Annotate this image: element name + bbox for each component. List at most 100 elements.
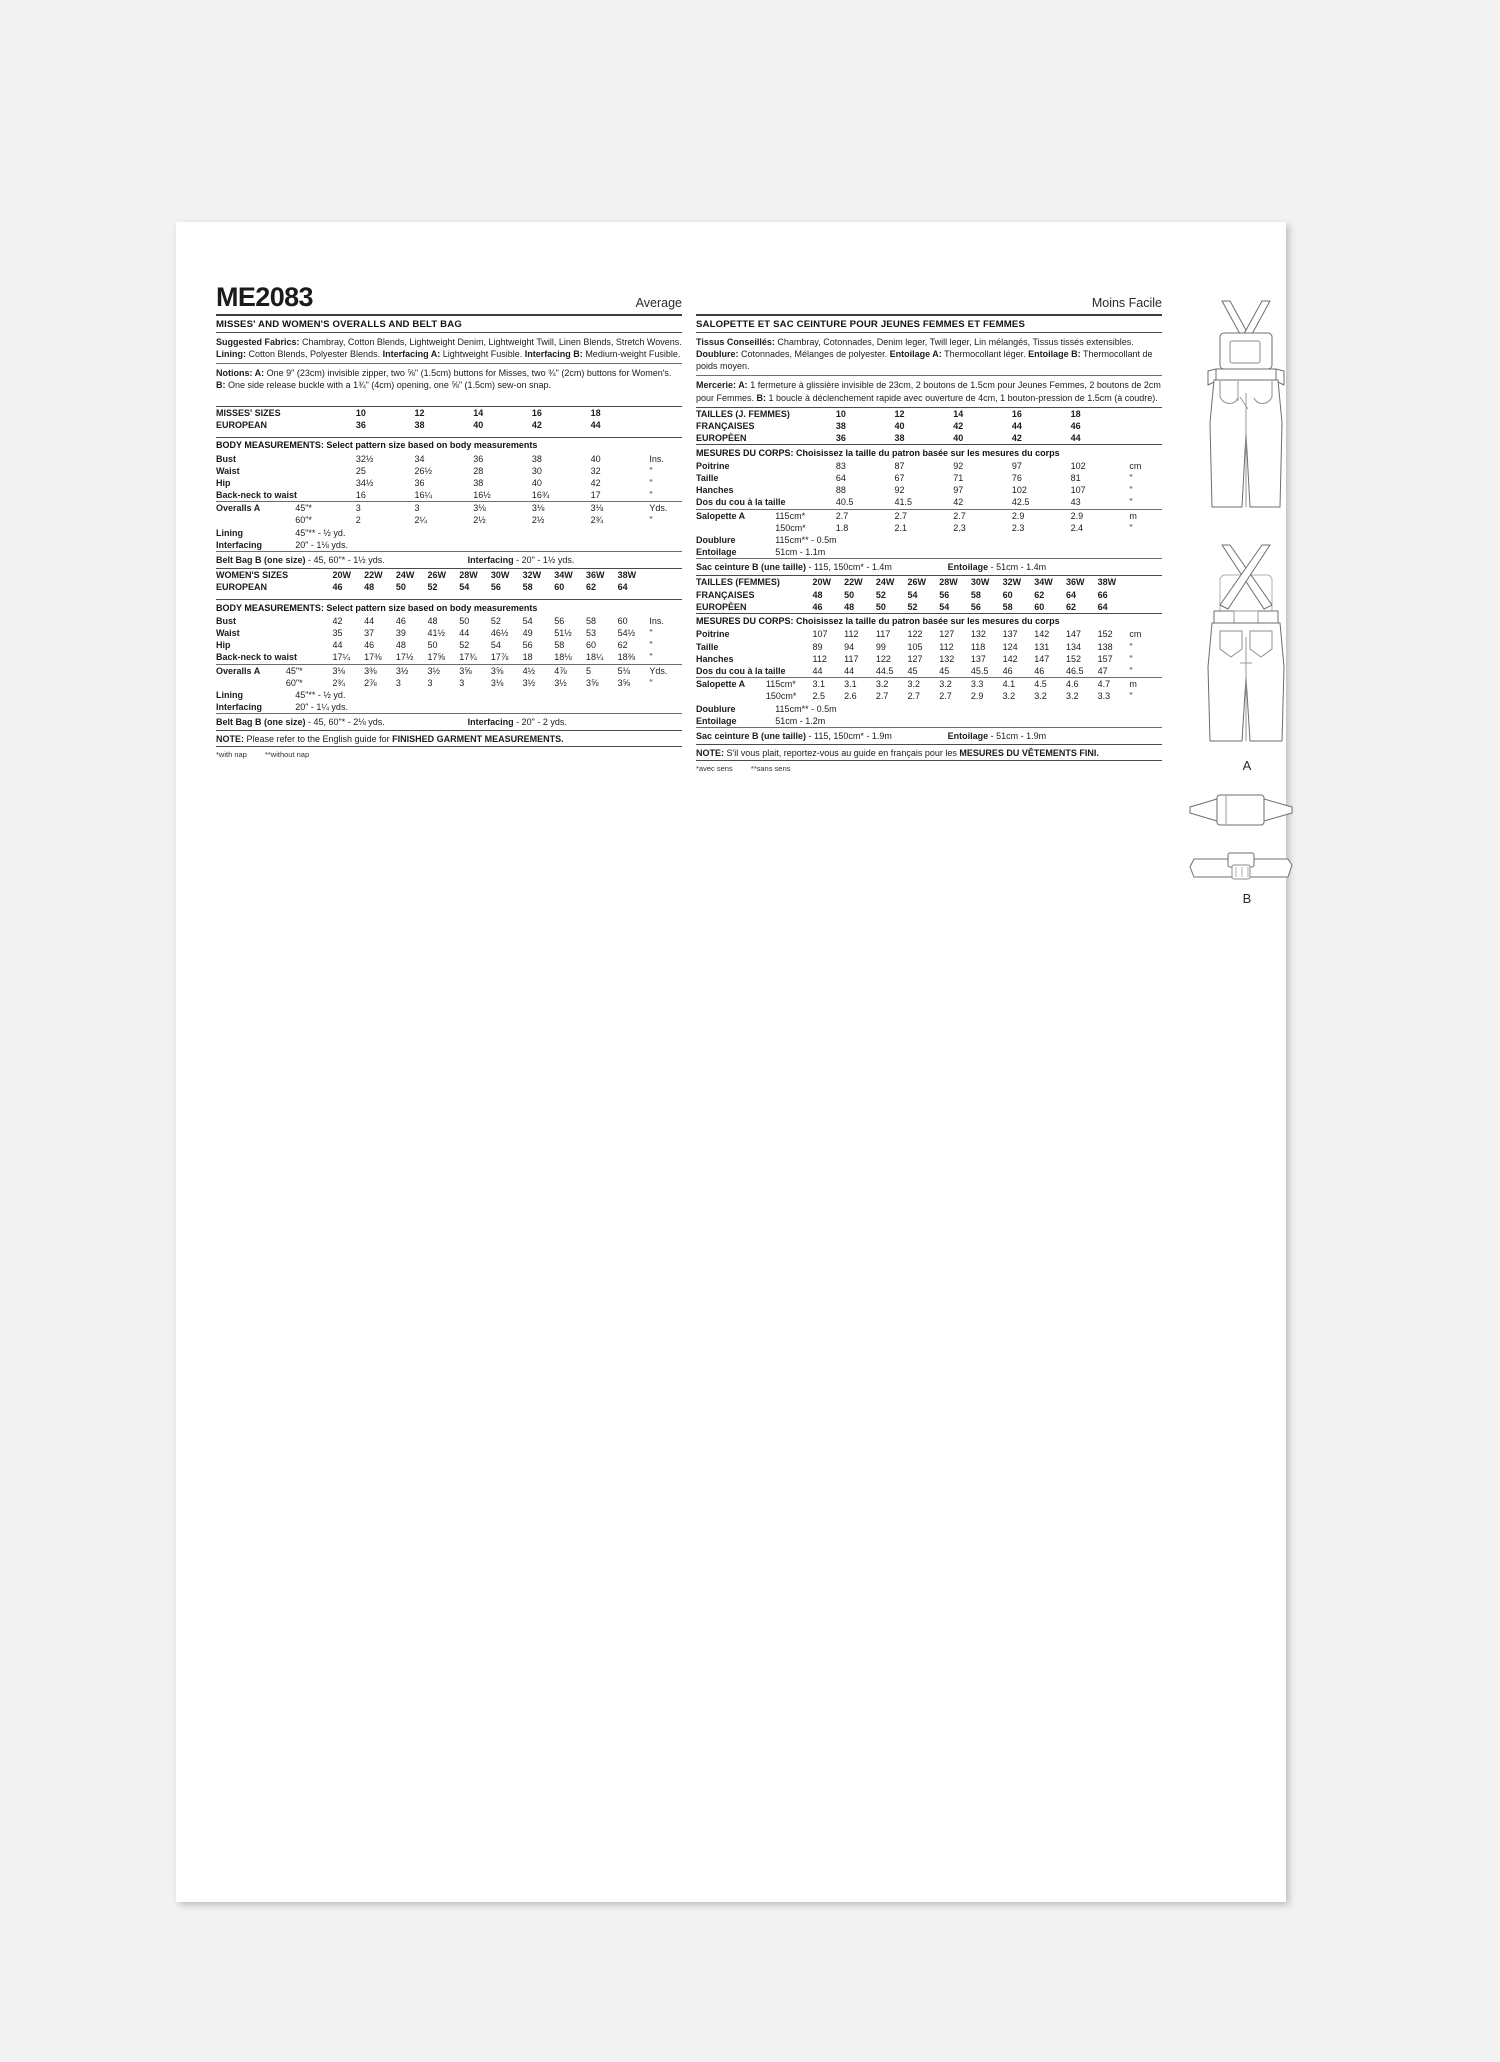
table-row: Hip 44 46 48 50 52 54 56 58 60 62 " — [216, 639, 682, 651]
cell: 112 — [844, 629, 859, 640]
row-label: Hip — [216, 477, 231, 488]
rule-under-french-title — [696, 332, 1162, 333]
cell: 3⅝ — [490, 665, 504, 676]
overalls-back-figure: A — [1172, 541, 1322, 773]
rule-under-misses-yardage — [216, 550, 682, 552]
row-label: EUROPÈEN — [696, 601, 747, 612]
cell: 3⅛ — [490, 677, 504, 688]
cell: 52 — [427, 582, 438, 593]
cell: 3.2 — [1034, 691, 1047, 702]
table-row: EUROPEAN 36 38 40 42 44 — [216, 419, 682, 431]
femmes-belt-bag-interfacing: Entoilage - 51cm - 1.9m — [947, 730, 1047, 741]
row-label: Taille — [696, 473, 719, 484]
row-label: WOMEN'S SIZES — [216, 570, 289, 581]
cell: 2½ — [473, 515, 486, 526]
row-label: Lining — [216, 690, 243, 701]
cell: 64 — [1097, 601, 1108, 612]
cell: 48 — [395, 640, 406, 651]
cell: 42 — [590, 477, 601, 488]
suggested-fabrics-english: Suggested Fabrics: Chambray, Cotton Blen… — [216, 337, 682, 360]
cell: 2¼ — [414, 515, 428, 526]
cell: 71 — [953, 473, 964, 484]
cell: 137 — [970, 653, 986, 664]
cell: 16¼ — [414, 490, 433, 501]
cell: 94 — [844, 641, 855, 652]
cell: 4.1 — [1002, 679, 1016, 690]
cell: 32W — [522, 570, 542, 581]
femmes-body-measurements-table: Poitrine 107 112 117 122 127 132 137 142 147 152 cm… — [696, 628, 1162, 677]
cell: 3.2 — [939, 679, 952, 690]
cell: 32 — [590, 465, 601, 476]
jeunes-yardage-table: Salopette A 115cm* 2.7 2.7 2.7 2.9 2.9 m 150cm* 1… — [696, 510, 1162, 534]
womens-body-measurements-heading: BODY MEASUREMENTS: Select pattern size b… — [216, 602, 538, 613]
cell: 60 — [554, 582, 565, 593]
rule-under-french-note — [696, 759, 1162, 761]
cell: 28W — [459, 570, 478, 581]
womens-belt-bag-row: Belt Bag B (one size) - 45, 60"* - 2⅛ yd… — [216, 714, 682, 730]
row-label: Salopette A — [696, 679, 746, 690]
french-footnotes: *avec sens **sans sens — [696, 761, 1162, 773]
cell: 3 — [427, 677, 433, 688]
cell: 18 — [522, 652, 533, 663]
cell: 40 — [590, 453, 601, 464]
cell: 147 — [1065, 629, 1082, 640]
row-label: TAILLES (J. FEMMES) — [696, 408, 790, 419]
table-row: Dos du cou à la taille 44 44 44.5 45 45 45.5 46… — [696, 665, 1162, 677]
row-label: Bust — [216, 615, 236, 626]
misses-sizes-table: MISSES' SIZES 10 12 14 16 18 EUROPEAN 36 38 40 42 4… — [216, 407, 682, 431]
cell: 117 — [844, 653, 859, 664]
cell: 3⅝ — [585, 677, 599, 688]
femmes-sizes-table: TAILLES (FEMMES) 20W 22W 24W 26W 28W 30W 32W 34W… — [696, 576, 1162, 613]
rule-under-english-title — [216, 332, 682, 333]
cell: 42 — [1011, 433, 1022, 444]
row-label: Waist — [216, 628, 240, 639]
cell: 3 — [395, 677, 401, 688]
cell: 127 — [907, 653, 923, 664]
cell: 18 — [590, 407, 601, 418]
cell: 40 — [953, 433, 964, 444]
misses-body-measurements-heading: BODY MEASUREMENTS: Select pattern size b… — [216, 440, 538, 451]
cell: 2 — [355, 515, 361, 526]
rule-under-misses-belt — [216, 567, 682, 569]
womens-belt-bag-yardage: Belt Bag B (one size) - 45, 60"* - 2⅛ yd… — [216, 717, 385, 728]
rule-under-femmes-body — [696, 677, 1162, 679]
cell: 4.6 — [1065, 679, 1079, 690]
cell: 17⅝ — [427, 652, 446, 663]
cell: 3½ — [395, 665, 409, 676]
cell: 32½ — [355, 453, 374, 464]
table-row: WOMEN'S SIZES 20W 22W 24W 26W 28W 30W 32W 34W 36W… — [216, 569, 682, 581]
cell: 112 — [939, 641, 954, 652]
cell: 22W — [364, 570, 383, 581]
cell: 58 — [1002, 601, 1013, 612]
row-label: Dos du cou à la taille — [696, 665, 786, 676]
cell: 157 — [1097, 653, 1113, 664]
cell: 107 — [1070, 485, 1086, 496]
cell: 2.7 — [835, 510, 849, 521]
table-row: Lining 45"** - ½ yd. — [216, 689, 682, 701]
french-column: Moins Facile SALOPETTE ET SAC CEINTURE P… — [696, 277, 1162, 906]
cell: 42 — [332, 615, 343, 626]
cell: 34W — [554, 570, 573, 581]
row-value: 51cm - 1.2m — [775, 715, 826, 726]
unit-cell: " — [649, 628, 653, 639]
womens-sizes-table: WOMEN'S SIZES 20W 22W 24W 26W 28W 30W 32W 34W 36W… — [216, 569, 682, 593]
cell: 12 — [414, 407, 425, 418]
row-label: Overalls A — [216, 503, 261, 514]
cell: 147 — [1034, 653, 1050, 664]
table-row: Doublure 115cm** - 0.5m — [696, 702, 1162, 714]
table-row: Back-neck to waist 16 16¼ 16½ 16¾ 17 " — [216, 489, 682, 501]
english-title: MISSES' AND WOMEN'S OVERALLS AND BELT BA… — [216, 318, 462, 330]
cell: 92 — [953, 460, 964, 471]
jeunes-body-measurements-table: Poitrine 83 87 92 97 102 cm Taille 64 67 71 76 81 " Ha… — [696, 460, 1162, 509]
cell: 3 — [355, 503, 361, 514]
cell: 2.3 — [1011, 522, 1025, 533]
unit-cell: " — [1129, 473, 1133, 484]
row-label: Poitrine — [696, 629, 730, 640]
row-value: 115cm** - 0.5m — [775, 534, 837, 545]
cell: 48 — [427, 615, 438, 626]
cell: 56 — [522, 640, 533, 651]
english-note: NOTE: Please refer to the English guide … — [216, 734, 564, 745]
cell: 3.2 — [907, 679, 921, 690]
row-label — [216, 514, 295, 526]
cell: 48 — [364, 582, 375, 593]
